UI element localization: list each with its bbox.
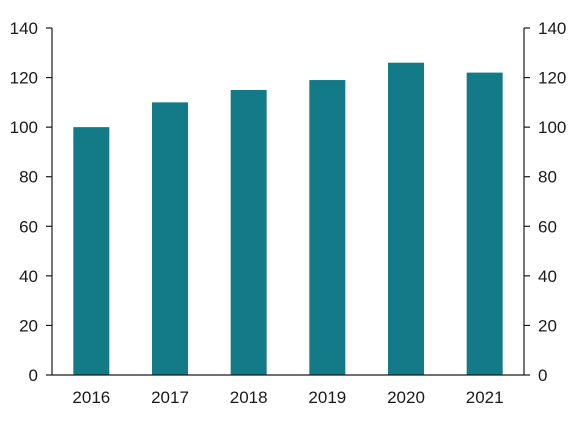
- left-tick-label: 100: [10, 118, 38, 137]
- x-tick-label: 2017: [151, 388, 189, 407]
- left-tick-label: 20: [19, 316, 38, 335]
- right-tick-label: 20: [538, 316, 557, 335]
- left-y-axis: 0 20 40 60 80 100 120 140: [10, 19, 53, 385]
- x-tick-label: 2016: [72, 388, 110, 407]
- right-tick-label: 60: [538, 217, 557, 236]
- bar-2018: [230, 89, 267, 376]
- bar-2017: [152, 102, 188, 376]
- right-tick-label: 80: [538, 168, 557, 187]
- right-tick-label: 100: [538, 118, 566, 137]
- right-y-axis: 0 20 40 60 80 100 120 140: [523, 19, 566, 385]
- x-axis: 2016 2017 2018 2019 2020 2021: [52, 374, 524, 407]
- left-tick-label: 120: [10, 69, 38, 88]
- bar-2021: [466, 72, 503, 376]
- x-tick-label: 2021: [466, 388, 504, 407]
- x-tick-label: 2018: [230, 388, 268, 407]
- right-tick-label: 40: [538, 267, 557, 286]
- left-tick-label: 140: [10, 19, 38, 38]
- right-tick-label: 120: [538, 69, 566, 88]
- x-tick-label: 2019: [308, 388, 346, 407]
- right-tick-label: 140: [538, 19, 566, 38]
- right-tick-label: 0: [538, 366, 547, 385]
- bar-2020: [388, 62, 424, 375]
- bars-group: [73, 62, 503, 376]
- left-tick-label: 60: [19, 217, 38, 236]
- x-tick-label: 2020: [387, 388, 425, 407]
- bar-2019: [309, 80, 346, 376]
- left-tick-label: 40: [19, 267, 38, 286]
- left-tick-label: 80: [19, 168, 38, 187]
- bar-2016: [73, 127, 110, 375]
- left-tick-label: 0: [29, 366, 38, 385]
